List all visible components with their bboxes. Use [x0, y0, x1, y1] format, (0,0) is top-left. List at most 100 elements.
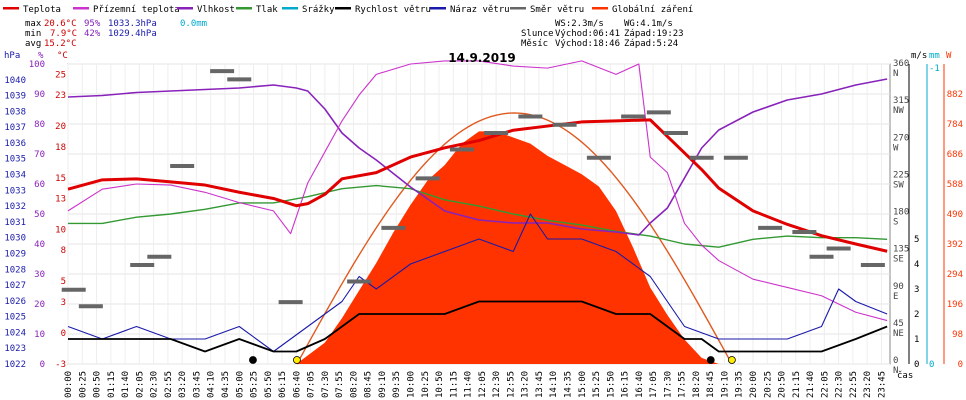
legend-swatch-3 [236, 7, 252, 10]
tick-time-1: 00:25 [78, 371, 88, 398]
tick-temperature-2: 3 [61, 298, 66, 308]
tick-temperature-7: 15 [55, 174, 66, 184]
tick-direction-8: 180 [893, 208, 909, 218]
tick-pressure-3: 1025 [4, 313, 26, 323]
summary-min-label: min [25, 29, 41, 39]
tick-time-57: 23:45 [877, 371, 887, 398]
summary-max-pressure: 1033.3hPa [108, 19, 157, 29]
tick-pressure-6: 1028 [4, 265, 26, 275]
tick-time-56: 23:20 [863, 371, 873, 398]
summary-moon-rise: Východ:18:46 [555, 39, 620, 49]
tick-radiation-9: 882 [947, 90, 963, 100]
tick-direction-12: 270 [893, 133, 909, 143]
series-line-wind-gust [67, 213, 888, 353]
tick-pressure-11: 1033 [4, 186, 26, 196]
tick-radiation-5: 490 [947, 210, 963, 220]
tick-time-26: 10:50 [435, 371, 445, 398]
summary-sun-rise: Východ:06:41 [555, 29, 620, 39]
tick-time-50: 20:50 [778, 371, 788, 398]
tick-direction-0: 0 [893, 356, 898, 366]
tick-temperature-3: 5 [61, 277, 66, 287]
tick-temperature-11: 25 [55, 70, 66, 80]
point-wind-direction-21 [758, 225, 783, 230]
tick-time-43: 17:55 [678, 371, 688, 398]
unit-time: čas [897, 370, 913, 381]
summary-min-pressure: 1029.4hPa [108, 29, 157, 39]
series-line-ground-temperature [67, 60, 888, 322]
tick-humidity-3: 30 [34, 270, 45, 280]
tick-time-51: 21:15 [792, 371, 802, 398]
tick-pressure-5: 1027 [4, 281, 26, 291]
tick-time-17: 07:05 [307, 371, 317, 398]
summary-sun-set: Západ:19:23 [624, 29, 684, 39]
unit-celsius: °C [57, 51, 68, 61]
point-wind-direction-14 [552, 122, 577, 127]
tick-time-55: 22:55 [849, 371, 859, 398]
point-wind-direction-19 [689, 155, 714, 160]
legend-label-5: Rychlost větru [355, 5, 431, 15]
tick-temperature-0: -3 [55, 360, 66, 370]
tick-pressure-1: 1023 [4, 344, 26, 354]
tick-time-42: 17:30 [663, 371, 673, 398]
tick-time-40: 16:40 [635, 371, 645, 398]
tick-pressure-2: 1024 [4, 328, 26, 338]
tick-time-8: 03:20 [178, 371, 188, 398]
tick-time-0: 00:00 [64, 371, 74, 398]
tick-humidity-10: 100 [29, 60, 45, 70]
point-wind-direction-5 [210, 69, 235, 74]
tick-humidity-0: 0 [40, 360, 45, 370]
point-wind-direction-1 [78, 304, 103, 309]
legend-swatch-1 [73, 7, 89, 10]
tick-humidity-8: 80 [34, 120, 45, 130]
tick-time-37: 15:25 [592, 371, 602, 398]
tick-time-52: 21:40 [806, 371, 816, 398]
tick-pressure-10: 1032 [4, 202, 26, 212]
tick-radiation-2: 196 [947, 300, 963, 310]
tick-time-2: 00:50 [93, 371, 103, 398]
marker-moonrise [706, 356, 715, 364]
tick-time-19: 07:55 [335, 371, 345, 398]
tick-direction-5: E [893, 292, 898, 302]
point-wind-direction-24 [826, 246, 851, 251]
legend-swatch-8 [592, 7, 608, 10]
tick-time-44: 18:20 [692, 371, 702, 398]
point-wind-direction-12 [484, 131, 509, 135]
tick-time-49: 20:25 [763, 371, 773, 398]
tick-direction-11: SW [893, 180, 904, 190]
tick-temperature-4: 8 [61, 246, 66, 256]
tick-temperature-9: 20 [55, 122, 66, 132]
summary-max-humidity: 95% [84, 19, 101, 29]
point-wind-direction-9 [381, 225, 406, 230]
tick-time-24: 10:00 [407, 371, 417, 398]
summary-sun-label: Slunce [521, 29, 554, 39]
point-wind-direction-20 [723, 155, 748, 160]
summary-moon-set: Západ:5:24 [624, 39, 678, 49]
tick-time-22: 09:10 [378, 371, 388, 398]
tick-time-28: 11:40 [464, 371, 474, 398]
tick-pressure-13: 1035 [4, 155, 26, 165]
tick-pressure-0: 1022 [4, 360, 26, 370]
legend: Teplota Přízemní teplota Vlhkost Tlak Srážky… [3, 5, 693, 15]
tick-time-38: 15:50 [606, 371, 616, 398]
marker-sunset [727, 356, 736, 364]
series-line-temperature [67, 118, 888, 253]
tick-wind-3: 3 [914, 285, 919, 295]
tick-time-6: 02:30 [150, 371, 160, 398]
tick-pressure-4: 1026 [4, 297, 26, 307]
legend-swatch-0 [3, 7, 19, 10]
tick-time-25: 10:25 [421, 371, 431, 398]
tick-humidity-1: 10 [34, 330, 45, 340]
tick-time-39: 16:15 [621, 371, 631, 398]
series-area-radiation [296, 131, 719, 364]
tick-time-7: 02:55 [164, 371, 174, 398]
point-wind-direction-8 [347, 279, 372, 284]
tick-radiation-4: 392 [947, 240, 963, 250]
tick-time-54: 22:30 [835, 371, 845, 398]
legend-label-3: Tlak [256, 5, 278, 15]
unit-percent: % [38, 51, 44, 61]
tick-time-11: 04:35 [221, 371, 231, 398]
chart-title: 14.9.2019 [448, 51, 516, 65]
tick-direction-2: 45 [893, 319, 904, 329]
tick-radiation-0: 0 [958, 360, 963, 370]
